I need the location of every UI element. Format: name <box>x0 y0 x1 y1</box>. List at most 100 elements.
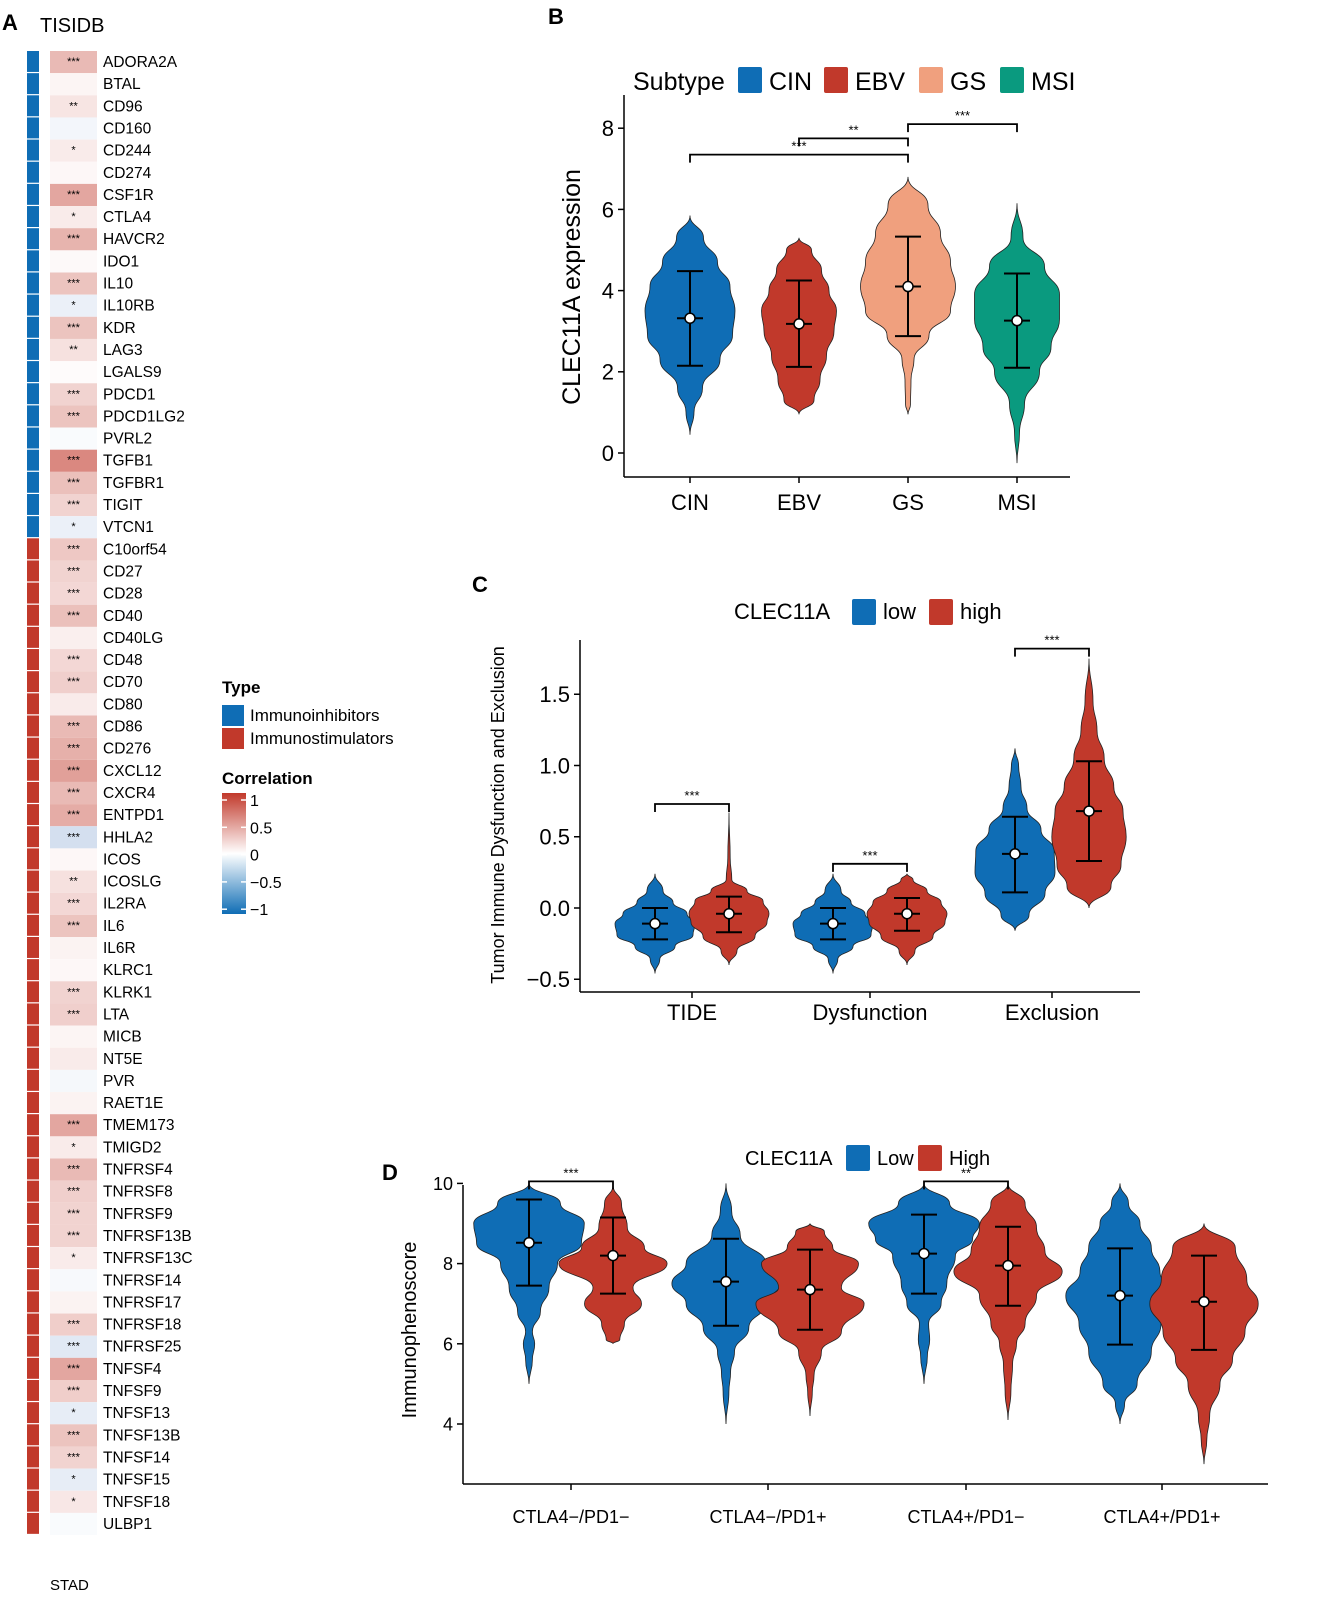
type-strip-cell <box>27 383 39 405</box>
type-strip-cell <box>27 1092 39 1113</box>
significance-bracket <box>528 1180 614 1190</box>
significance-marker: *** <box>67 787 81 799</box>
heatmap-cell <box>50 1158 97 1181</box>
y-tick-label: 8 <box>602 116 614 141</box>
significance-marker: * <box>71 145 76 157</box>
gene-label: TMEM173 <box>103 1117 175 1134</box>
gene-label: CD96 <box>103 98 143 115</box>
x-tick-label: CTLA4−/PD1− <box>512 1507 629 1527</box>
heatmap-cell <box>50 494 97 517</box>
type-strip-cell <box>27 161 39 183</box>
significance-bracket <box>798 137 909 147</box>
heatmap-cell <box>50 759 97 782</box>
type-strip-cell <box>27 206 39 227</box>
significance-marker: *** <box>67 1385 81 1397</box>
heatmap-cell <box>50 1468 97 1491</box>
heatmap-cell <box>50 892 97 915</box>
heatmap-cell <box>50 471 97 494</box>
heatmap-cell <box>50 1313 97 1336</box>
gene-label: IL6R <box>103 940 136 957</box>
significance-marker: *** <box>67 986 81 998</box>
y-tick-label: 6 <box>443 1334 453 1354</box>
legend-swatch-high <box>929 599 953 625</box>
heatmap-cell <box>50 1180 97 1203</box>
gene-label: CD86 <box>103 719 143 736</box>
significance-marker: *** <box>67 565 81 577</box>
heatmap-cell <box>50 715 97 738</box>
y-axis-label: Immunophenoscore <box>399 1242 421 1419</box>
gene-label: LAG3 <box>103 342 143 359</box>
panel-d-violin: 4 6 8 10 CTLA4−/PD1− CTLA4−/PD1+ CTLA4+/PD1− CT… <box>399 1145 1268 1527</box>
type-strip-cell <box>27 316 39 338</box>
legend-swatch-msi <box>1000 67 1024 93</box>
heatmap-cell <box>50 1512 97 1536</box>
significance-marker: *** <box>67 1208 81 1220</box>
box-high-median-point <box>1002 1259 1014 1272</box>
type-strip-cell <box>27 250 39 272</box>
gene-label: TNFRSF18 <box>103 1317 181 1334</box>
type-strip-cell <box>27 272 39 294</box>
gene-label: IL6 <box>103 918 125 935</box>
gene-label: TNFRSF4 <box>103 1162 173 1179</box>
legend-label-high: High <box>949 1148 990 1170</box>
y-tick-label: 10 <box>433 1174 453 1194</box>
heatmap-cell <box>50 1136 97 1159</box>
heatmap-cell <box>50 649 97 672</box>
significance-marker: *** <box>67 388 81 400</box>
gene-label: PVRL2 <box>103 431 152 448</box>
gene-label: CXCL12 <box>103 763 162 780</box>
heatmap-cell <box>50 804 97 827</box>
legend-title: Subtype <box>633 68 725 96</box>
significance-marker: *** <box>67 721 81 733</box>
gene-label: TNFRSF13C <box>103 1250 193 1267</box>
heatmap-cell <box>50 1446 97 1469</box>
gene-label: CSF1R <box>103 187 154 204</box>
x-tick-label: CTLA4+/PD1− <box>907 1507 1024 1527</box>
y-tick-label: 4 <box>602 279 614 304</box>
panel-c-violin: −0.5 0.0 0.5 1.0 1.5 TIDE Dysfunction Exclusion… <box>488 599 1140 1025</box>
type-strip-cell <box>27 870 39 892</box>
panel-label-c: C <box>472 572 488 597</box>
significance-marker: *** <box>67 189 81 201</box>
type-strip-cell <box>27 671 39 693</box>
column-label-stad: STAD <box>50 1577 89 1594</box>
heatmap-cell <box>50 1490 97 1513</box>
heatmap-cell <box>50 516 97 539</box>
y-tick-label: 8 <box>443 1254 453 1274</box>
type-strip-cell <box>27 759 39 781</box>
heatmap-cell <box>50 1247 97 1270</box>
gene-label: CD274 <box>103 165 152 182</box>
heatmap-cell <box>50 1025 97 1048</box>
gene-label: TNFSF14 <box>103 1449 171 1466</box>
significance-marker: *** <box>67 278 81 290</box>
significance-bracket <box>907 123 1018 133</box>
type-strip-cell <box>27 914 39 936</box>
type-strip-cell <box>27 1380 39 1401</box>
gene-label: CD276 <box>103 741 151 758</box>
type-strip-cell <box>27 338 39 360</box>
type-strip-cell <box>27 1402 39 1424</box>
colorbar-label: −0.5 <box>250 875 282 892</box>
type-strip-cell <box>27 826 39 848</box>
heatmap-cell <box>50 870 97 893</box>
gene-label: ICOS <box>103 851 141 868</box>
significance-marker: * <box>71 300 76 312</box>
gene-label: HHLA2 <box>103 829 153 846</box>
box-high-median-point <box>607 1249 619 1262</box>
box-high-median-point <box>1083 805 1095 817</box>
significance-marker: *** <box>67 1186 81 1198</box>
heatmap-cell <box>50 161 97 184</box>
type-strip-cell <box>27 405 39 427</box>
gene-label: MICB <box>103 1029 142 1046</box>
colorbar-label: 1 <box>250 793 259 810</box>
heatmap-cell <box>50 139 97 162</box>
heatmap-cell <box>50 117 97 140</box>
heatmap-cell <box>50 1424 97 1447</box>
significance-marker: * <box>71 521 76 533</box>
gene-label: TGFBR1 <box>103 475 164 492</box>
gene-label: TNFSF15 <box>103 1472 170 1489</box>
significance-marker: *** <box>67 56 81 68</box>
heatmap-cell <box>50 1224 97 1248</box>
gene-label: TMIGD2 <box>103 1139 162 1156</box>
